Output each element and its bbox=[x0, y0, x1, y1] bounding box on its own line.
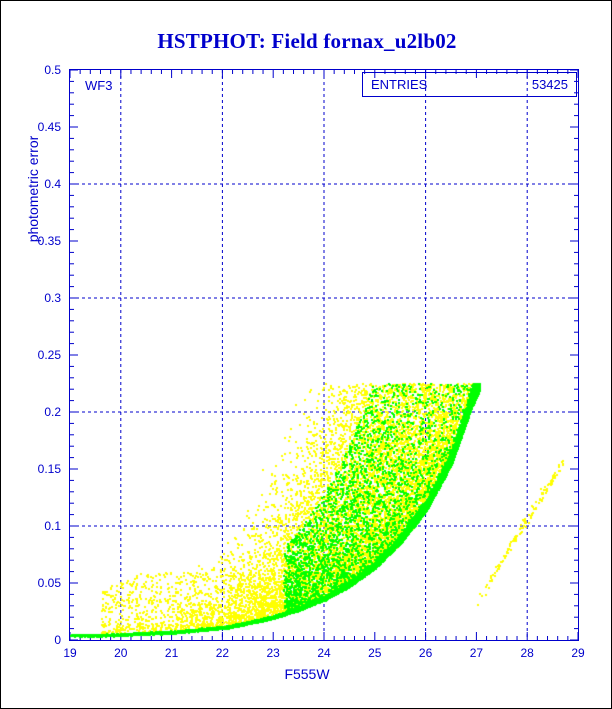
panel-tag-label: WF3 bbox=[85, 78, 113, 93]
x-tick-label: 19 bbox=[63, 646, 77, 660]
x-tick-label: 20 bbox=[114, 646, 128, 660]
scatter-data-layer bbox=[70, 70, 578, 640]
x-tick-label: 29 bbox=[571, 646, 585, 660]
y-tick-label: 0.45 bbox=[37, 120, 61, 134]
y-tick-label: 0.25 bbox=[37, 348, 61, 362]
x-tick-label: 24 bbox=[317, 646, 331, 660]
entries-label: ENTRIES bbox=[371, 77, 428, 92]
x-tick-label: 26 bbox=[418, 646, 433, 660]
y-axis-title: photometric error bbox=[25, 135, 41, 243]
entries-value: 53425 bbox=[531, 77, 568, 92]
y-tick-label: 0.1 bbox=[44, 519, 61, 533]
y-tick-label: 0.2 bbox=[44, 405, 61, 419]
y-tick-label: 0.35 bbox=[37, 234, 61, 248]
page-title: HSTPHOT: Field fornax_u2lb02 bbox=[157, 29, 457, 53]
x-axis-title: F555W bbox=[284, 666, 330, 682]
x-tick-label: 28 bbox=[520, 646, 534, 660]
x-tick-label: 21 bbox=[164, 646, 179, 660]
x-tick-label: 22 bbox=[215, 646, 230, 660]
y-tick-label: 0 bbox=[54, 633, 61, 647]
y-tick-label: 0.3 bbox=[44, 291, 61, 305]
plot-area: WF3 ENTRIES 53425 bbox=[69, 69, 579, 641]
y-tick-label: 0.4 bbox=[44, 177, 61, 191]
statistics-box: ENTRIES 53425 bbox=[362, 72, 577, 97]
x-tick-label: 27 bbox=[469, 646, 484, 660]
x-tick-label: 25 bbox=[368, 646, 382, 660]
x-tick-label: 23 bbox=[266, 646, 280, 660]
y-tick-label: 0.5 bbox=[44, 63, 61, 77]
y-tick-label: 0.05 bbox=[37, 576, 61, 590]
y-tick-label: 0.15 bbox=[37, 462, 61, 476]
